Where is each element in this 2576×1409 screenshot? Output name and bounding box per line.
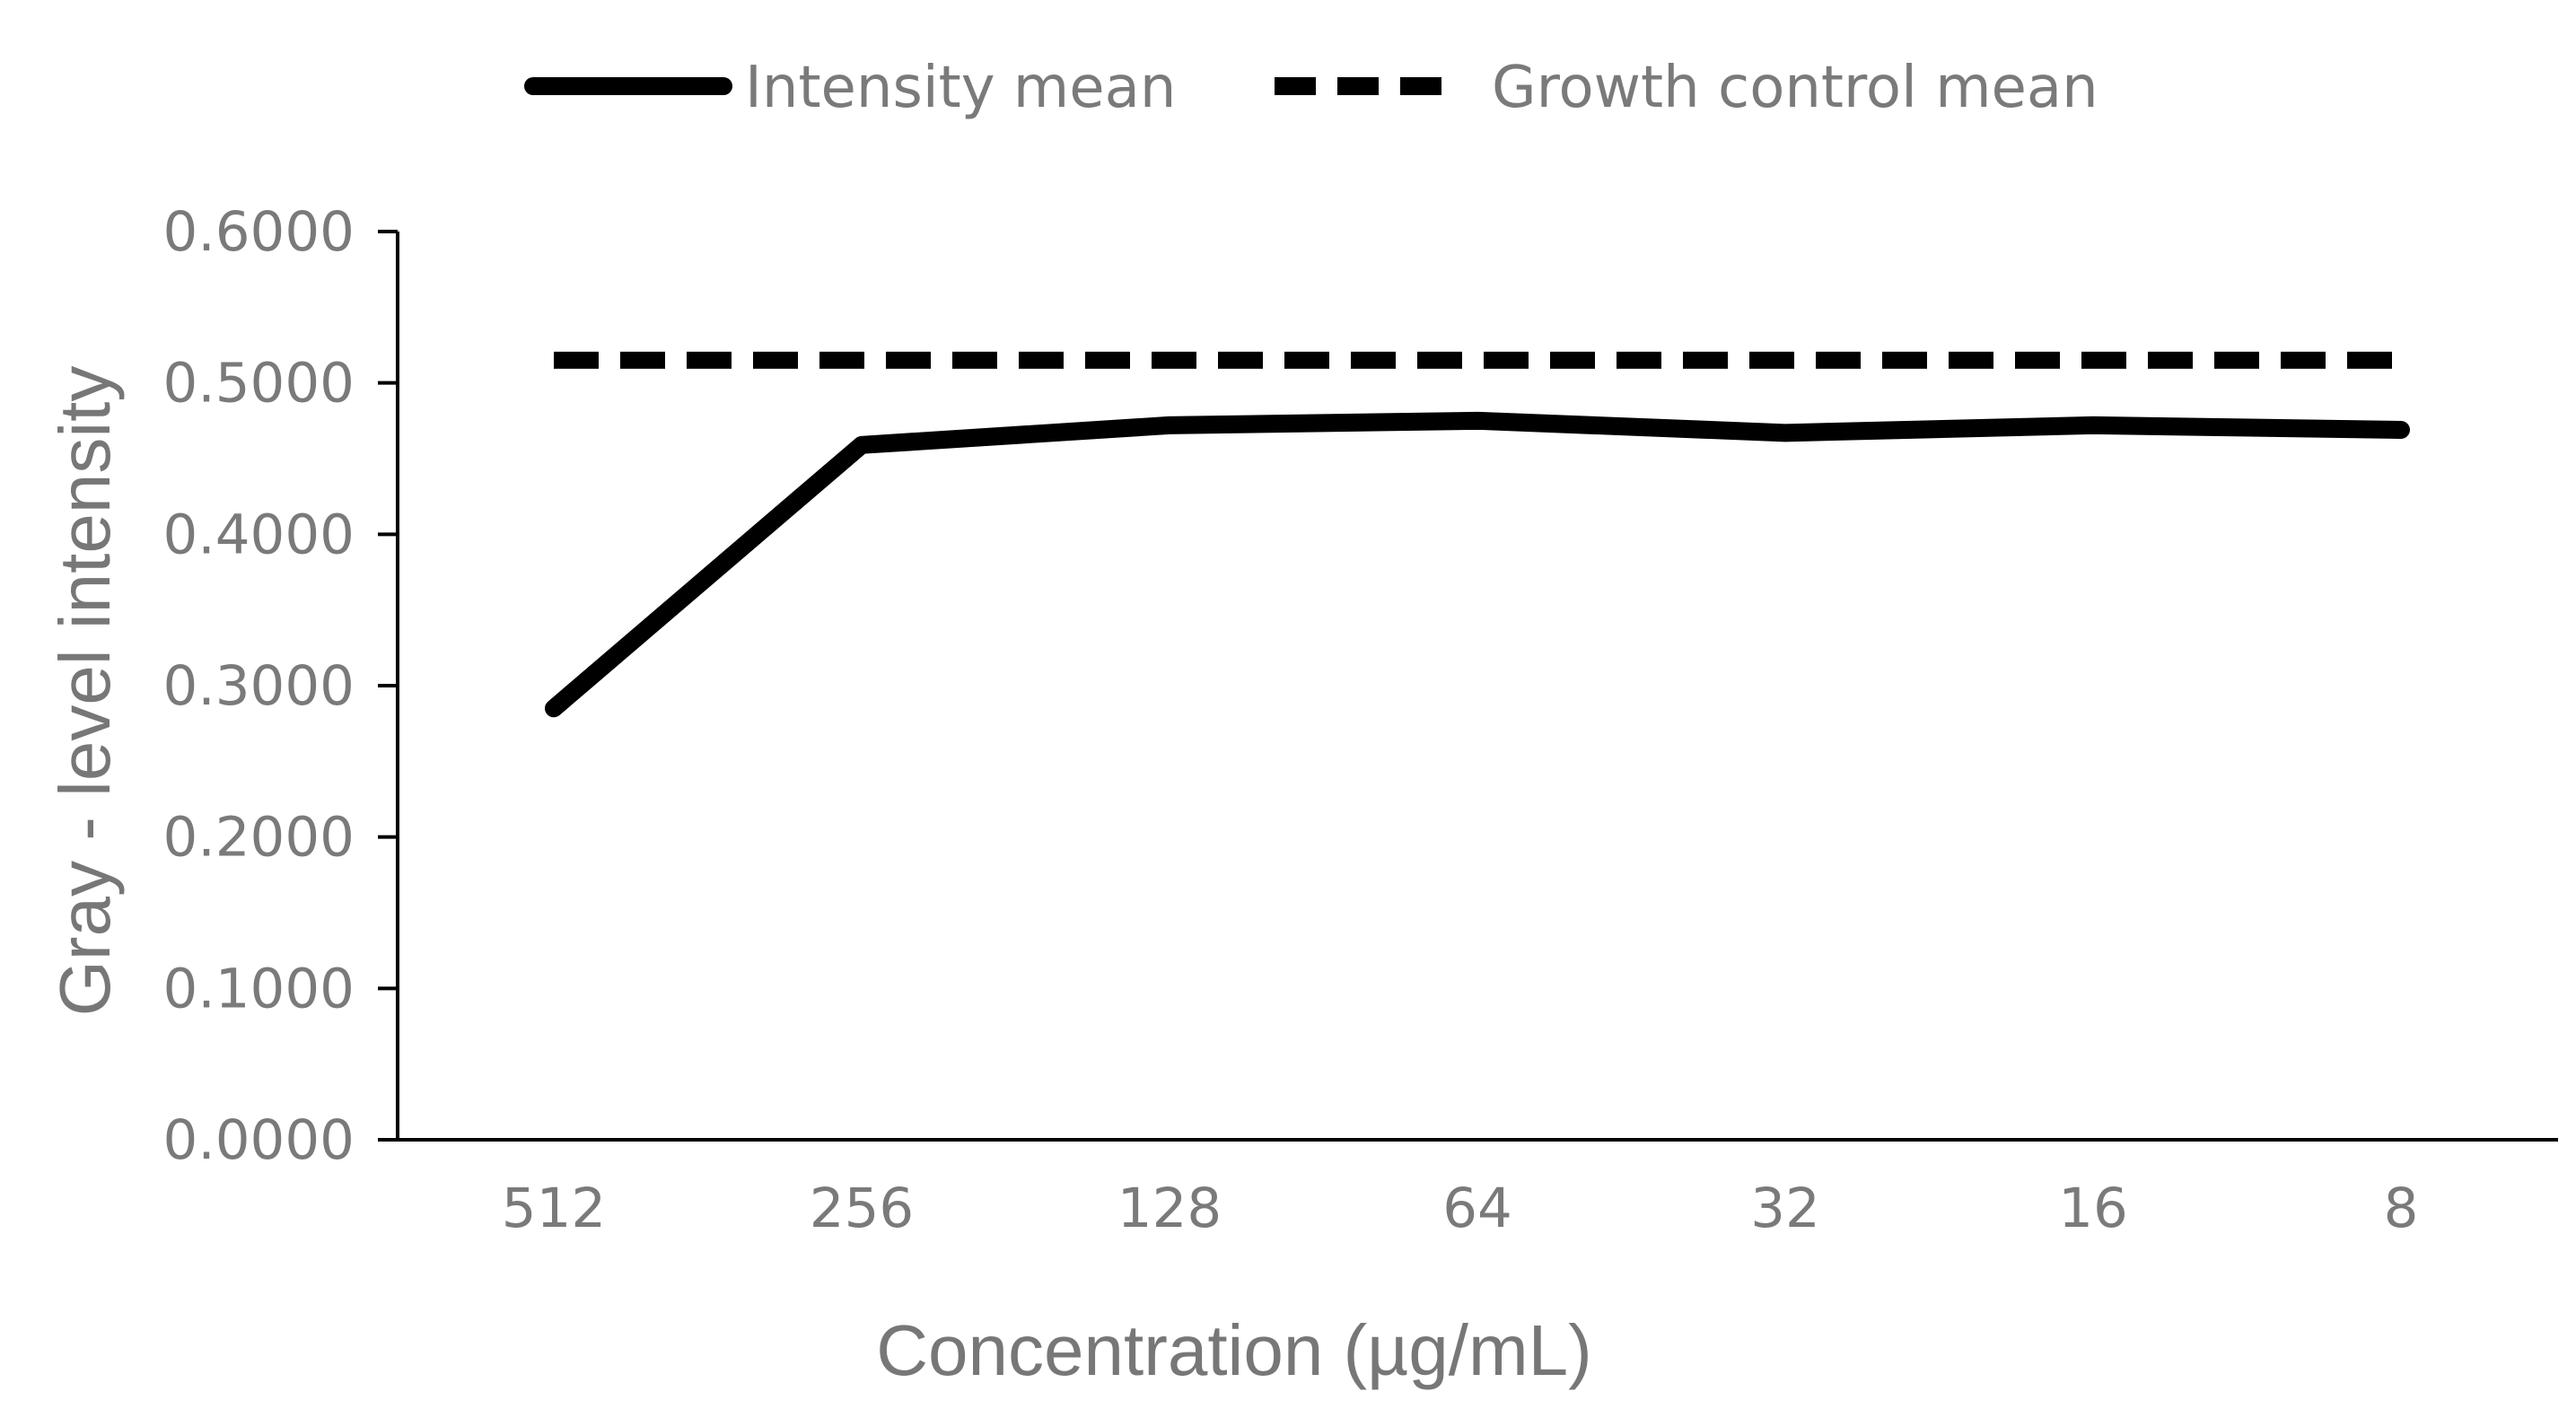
y-tick-label: 0.6000 bbox=[163, 200, 355, 264]
series-line bbox=[545, 411, 2410, 718]
legend: Intensity mean Growth control mean bbox=[524, 55, 2098, 121]
data-point bbox=[2401, 360, 2402, 361]
data-point bbox=[554, 360, 555, 361]
y-tick-label: 0.3000 bbox=[163, 654, 355, 718]
y-axis-ticks: 0.0000 0.1000 0.2000 0.3000 0.4000 0.5000 0.60… bbox=[163, 200, 398, 1172]
y-tick-label: 0.0000 bbox=[163, 1108, 355, 1172]
x-tick-label: 256 bbox=[810, 1177, 914, 1240]
series-intensity-mean bbox=[545, 411, 2410, 718]
y-tick-label: 0.1000 bbox=[163, 957, 355, 1020]
data-point bbox=[1477, 360, 1478, 361]
x-tick-label: 512 bbox=[502, 1177, 606, 1240]
data-point bbox=[554, 708, 555, 709]
legend-label: Intensity mean bbox=[745, 55, 1176, 121]
x-axis-title: Concentration (µg/mL) bbox=[876, 1310, 1592, 1390]
data-point bbox=[2093, 360, 2094, 361]
data-point bbox=[2401, 429, 2402, 430]
y-tick-label: 0.4000 bbox=[163, 503, 355, 566]
y-tick-label: 0.5000 bbox=[163, 352, 355, 416]
x-tick-label: 16 bbox=[2058, 1177, 2128, 1240]
y-tick-label: 0.2000 bbox=[163, 806, 355, 870]
data-point bbox=[1785, 360, 1786, 361]
series-layer bbox=[545, 351, 2410, 718]
x-tick-label: 128 bbox=[1117, 1177, 1222, 1240]
data-point bbox=[1477, 420, 1478, 421]
x-tick-label: 32 bbox=[1750, 1177, 1820, 1240]
data-point bbox=[862, 360, 863, 361]
series-growth-control-mean bbox=[554, 351, 2402, 369]
x-axis-ticks: 512 256 128 64 32 16 8 bbox=[502, 1177, 2419, 1240]
legend-label: Growth control mean bbox=[1492, 55, 2098, 121]
data-point bbox=[862, 444, 863, 445]
data-point bbox=[2093, 424, 2094, 425]
x-tick-label: 8 bbox=[2384, 1177, 2419, 1240]
x-tick-label: 64 bbox=[1442, 1177, 1512, 1240]
y-axis-title: Gray - level intensity bbox=[45, 366, 125, 1017]
